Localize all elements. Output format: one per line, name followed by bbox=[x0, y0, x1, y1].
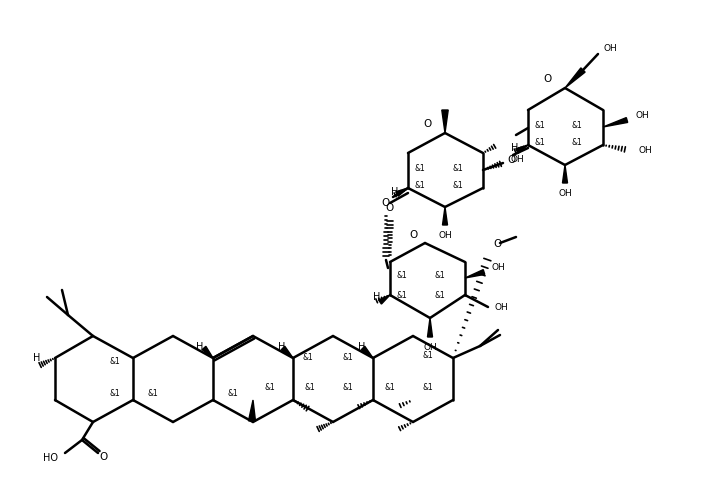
Text: &1: &1 bbox=[148, 389, 159, 398]
Text: &1: &1 bbox=[385, 383, 396, 392]
Text: H: H bbox=[279, 342, 286, 352]
Text: OH: OH bbox=[491, 263, 505, 272]
Polygon shape bbox=[427, 318, 432, 337]
Text: &1: &1 bbox=[452, 181, 463, 189]
Text: &1: &1 bbox=[342, 354, 353, 362]
Text: O: O bbox=[382, 198, 390, 208]
Text: &1: &1 bbox=[396, 271, 407, 280]
Text: OH: OH bbox=[423, 343, 437, 351]
Polygon shape bbox=[202, 347, 213, 358]
Text: OH: OH bbox=[603, 43, 617, 53]
Polygon shape bbox=[442, 207, 447, 225]
Text: HO: HO bbox=[43, 453, 58, 463]
Text: &1: &1 bbox=[396, 291, 407, 300]
Text: &1: &1 bbox=[110, 389, 121, 398]
Text: O: O bbox=[409, 230, 417, 240]
Text: H: H bbox=[391, 187, 398, 197]
Text: OH: OH bbox=[438, 230, 452, 239]
Text: &1: &1 bbox=[434, 291, 445, 300]
Text: O: O bbox=[544, 74, 552, 84]
Text: &1: &1 bbox=[452, 163, 463, 173]
Polygon shape bbox=[281, 346, 293, 358]
Text: &1: &1 bbox=[342, 383, 353, 392]
Text: &1: &1 bbox=[572, 138, 582, 146]
Text: O: O bbox=[493, 239, 501, 249]
Text: &1: &1 bbox=[414, 163, 425, 173]
Text: &1: &1 bbox=[423, 383, 434, 392]
Text: &1: &1 bbox=[572, 120, 582, 130]
Polygon shape bbox=[562, 165, 567, 183]
Text: &1: &1 bbox=[304, 383, 315, 392]
Text: O: O bbox=[424, 119, 432, 129]
Text: &1: &1 bbox=[110, 358, 121, 367]
Text: &1: &1 bbox=[434, 271, 445, 280]
Text: H: H bbox=[196, 342, 204, 352]
Text: OH: OH bbox=[494, 304, 508, 313]
Text: OH: OH bbox=[638, 145, 652, 154]
Text: H: H bbox=[358, 342, 365, 352]
Polygon shape bbox=[516, 145, 528, 153]
Text: H: H bbox=[32, 353, 40, 363]
Polygon shape bbox=[378, 295, 390, 304]
Text: H: H bbox=[373, 292, 381, 302]
Text: &1: &1 bbox=[535, 138, 546, 146]
Text: OH: OH bbox=[558, 188, 572, 197]
Text: OH: OH bbox=[635, 110, 649, 120]
Text: OH: OH bbox=[510, 154, 524, 163]
Text: &1: &1 bbox=[414, 181, 425, 189]
Text: &1: &1 bbox=[228, 389, 238, 398]
Text: &1: &1 bbox=[423, 350, 434, 359]
Text: &1: &1 bbox=[302, 354, 313, 362]
Text: H: H bbox=[511, 143, 518, 153]
Polygon shape bbox=[565, 68, 585, 88]
Text: O: O bbox=[99, 452, 107, 462]
Polygon shape bbox=[603, 118, 628, 127]
Text: &1: &1 bbox=[535, 120, 546, 130]
Text: O: O bbox=[386, 203, 394, 213]
Polygon shape bbox=[248, 400, 256, 421]
Polygon shape bbox=[442, 110, 448, 133]
Polygon shape bbox=[361, 346, 373, 358]
Polygon shape bbox=[396, 188, 408, 196]
Polygon shape bbox=[465, 270, 485, 278]
Text: O: O bbox=[507, 155, 515, 165]
Text: &1: &1 bbox=[265, 383, 276, 392]
